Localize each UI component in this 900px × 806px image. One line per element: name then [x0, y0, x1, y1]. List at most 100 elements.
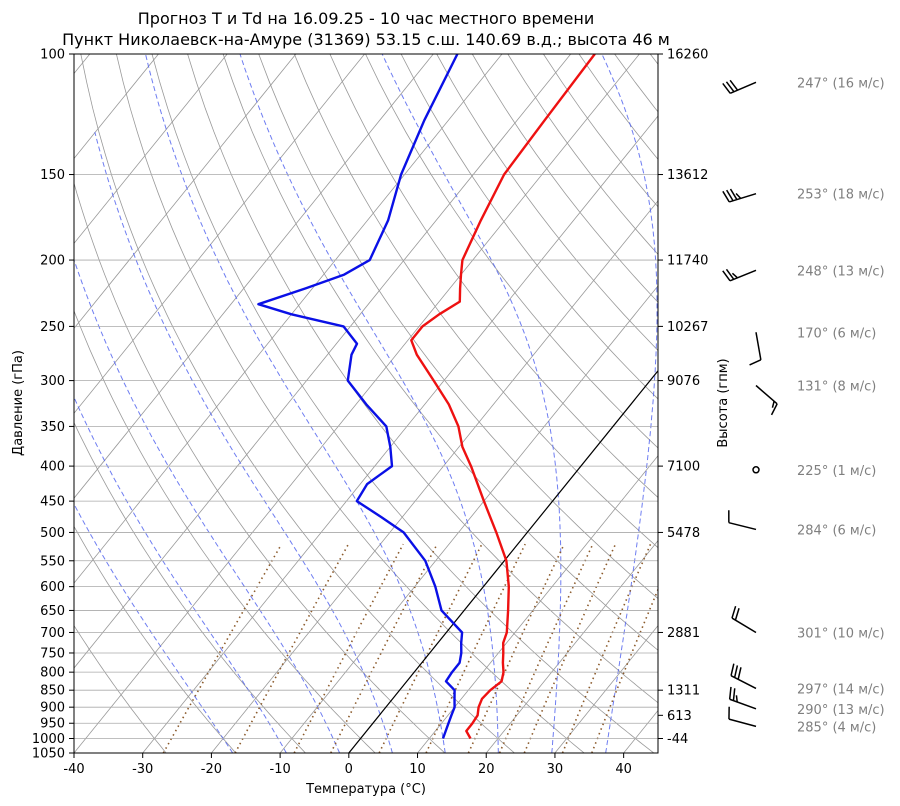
y-tick-label: 750 [40, 646, 65, 661]
wind-barb: 170° (6 м/с) [749, 326, 876, 366]
dry-adiabat [436, 54, 658, 351]
y-tick-label: 200 [40, 254, 65, 269]
height-tick-label: 10267 [667, 320, 708, 335]
wind-barb: 297° (14 м/с) [730, 663, 885, 697]
wind-label: 301° (10 м/с) [797, 626, 885, 641]
isotherm-line [74, 54, 572, 669]
dry-adiabat [507, 54, 658, 255]
y-tick-label: 100 [40, 48, 65, 63]
height-tick-label: 13612 [667, 168, 708, 183]
barb-tick [737, 667, 742, 680]
mixing-ratio-line [425, 543, 526, 753]
x-tick-label: -30 [132, 762, 153, 777]
wind-label: 248° (13 м/с) [797, 264, 885, 279]
isotherm-line [74, 54, 228, 245]
wind-barb: 131° (8 м/с) [755, 380, 876, 416]
wind-barb: 225° (1 м/с) [752, 464, 876, 479]
mixing-ratio-line [561, 543, 652, 753]
x-axis-label: Температура (°C) [305, 782, 426, 797]
height-tick-label: 1311 [667, 684, 700, 699]
barb-staff [755, 332, 762, 360]
pressure-grid [74, 54, 658, 753]
barb-staff [728, 521, 757, 531]
isotherm-line [74, 54, 434, 499]
height-tick-label: 16260 [667, 48, 708, 63]
moist-adiabat [74, 502, 234, 753]
calm-circle-icon [752, 466, 760, 474]
y-tick-label: 450 [40, 495, 65, 510]
wind-label: 290° (13 м/с) [797, 703, 885, 718]
y-tick-label: 850 [40, 684, 65, 699]
dry-adiabat [400, 54, 658, 400]
height-tick-label: 5478 [667, 526, 700, 541]
x-tick-label: 30 [547, 762, 564, 777]
isotherm-line [761, 54, 900, 753]
wind-barb: 247° (16 м/с) [722, 76, 885, 94]
y-tick-label: 1050 [32, 747, 65, 762]
moist-adiabat [94, 131, 393, 753]
mixing-ratio-line [234, 543, 350, 753]
isotherm-line [142, 115, 658, 753]
moist-adiabat [145, 54, 446, 753]
moist-adiabat [381, 54, 562, 753]
temperature-profile [410, 54, 596, 740]
zero-isotherm [348, 369, 658, 753]
y-tick-label: 550 [40, 554, 65, 569]
wind-label: 225° (1 м/с) [797, 464, 876, 479]
wind-label: 247° (16 м/с) [797, 76, 885, 91]
barb-tick [749, 359, 762, 366]
mixing-ratio-line [378, 543, 483, 753]
moist-adiabat [239, 54, 499, 753]
barb-tick [771, 401, 775, 408]
mixing-ratio-line [523, 543, 617, 753]
dry-adiabat [721, 54, 900, 753]
moist-adiabat [74, 396, 287, 753]
isotherm-line [485, 540, 658, 753]
x-tick-label: -10 [270, 762, 291, 777]
x-tick-label: 10 [409, 762, 426, 777]
height-tick-label: -44 [667, 732, 688, 747]
y-tick-label: 800 [40, 666, 65, 681]
dry-adiabat [74, 309, 376, 753]
x-tick-label: 40 [615, 762, 632, 777]
barb-staff [731, 617, 757, 634]
y-tick-label: 250 [40, 320, 65, 335]
isotherm-line [74, 54, 640, 753]
isotherm-lines [74, 54, 900, 753]
chart-subtitle: Пункт Николаевск-на-Амуре (31369) 53.15 … [62, 30, 670, 49]
barb-staff [728, 718, 757, 728]
plot-area [74, 54, 900, 753]
y-tick-label: 900 [40, 701, 65, 716]
zero-isotherm-line [348, 369, 658, 753]
dry-adiabat [222, 54, 658, 651]
mixing-ratio-line [293, 543, 404, 753]
dry-adiabat [329, 54, 658, 498]
dry-adiabat [74, 181, 446, 753]
height-axis: 16260 13612 11740 10267 9076 7100 5478 2881 1311… [658, 48, 708, 747]
wind-label: 285° (4 м/с) [797, 720, 876, 735]
wind-barb: 285° (4 м/с) [728, 706, 876, 735]
isotherm-line [74, 54, 365, 414]
wind-barb: 301° (10 м/с) [731, 605, 885, 641]
dry-adiabat [151, 54, 655, 753]
isotherm-line [417, 455, 658, 753]
x-tick-label: -20 [201, 762, 222, 777]
dry-adiabat [578, 54, 658, 160]
isotherm-line [623, 709, 658, 753]
wind-label: 170° (6 м/с) [797, 326, 876, 341]
dry-adiabat [258, 54, 658, 600]
y-tick-label: 700 [40, 626, 65, 641]
dry-adiabat [471, 54, 658, 303]
dry-adiabat [293, 54, 658, 549]
y-tick-label: 650 [40, 604, 65, 619]
barb-tick [735, 193, 742, 199]
x-tick-label: 0 [345, 762, 353, 777]
barb-staff [729, 81, 757, 94]
wind-label: 131° (8 м/с) [797, 380, 876, 395]
barb-staff [729, 698, 757, 710]
y-tick-label: 950 [40, 717, 65, 732]
wind-label: 284° (6 м/с) [797, 523, 876, 538]
wind-label: 297° (14 м/с) [797, 682, 885, 697]
barb-tick [735, 695, 738, 703]
